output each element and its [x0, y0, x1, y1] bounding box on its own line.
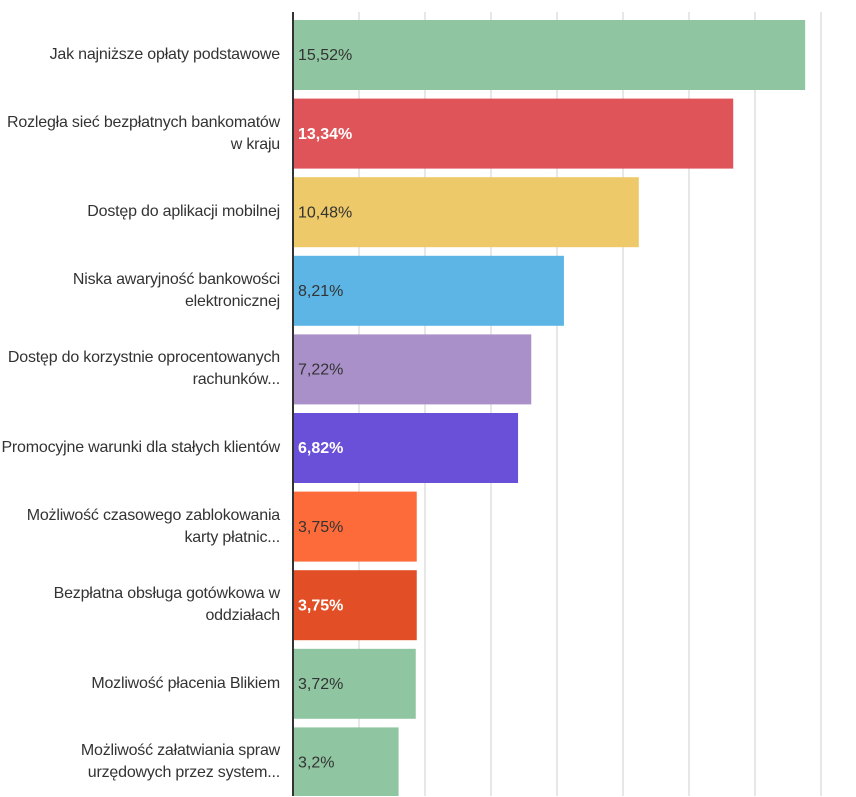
data-label: 7,22% — [298, 362, 343, 379]
category-label: Mozliwość płacenia Blikiem — [91, 674, 280, 692]
bar — [293, 20, 806, 90]
category-label: Promocyjne warunki dla stałych klientów — [1, 439, 280, 456]
category-label: Dostęp do korzystnie oprocentowanych rac… — [7, 349, 280, 389]
bar — [293, 570, 417, 641]
bar — [293, 648, 416, 719]
bar — [293, 413, 519, 483]
category-label: Niska awaryjność bankowości elektroniczn… — [72, 270, 280, 310]
data-label: 10,48% — [298, 204, 352, 221]
data-label: 3,75% — [298, 597, 343, 614]
data-label: 6,82% — [298, 440, 343, 457]
category-label: Dostęp do aplikacji mobilnej — [87, 203, 280, 221]
data-label: 3,2% — [298, 755, 334, 772]
category-label: Jak najniższe opłaty podstawowe — [49, 46, 281, 63]
bar — [293, 334, 532, 405]
bar — [293, 255, 564, 326]
data-label: 3,72% — [298, 676, 343, 693]
bar — [293, 491, 417, 562]
category-label: Możliwość załatwiania spraw urzędowych p… — [80, 742, 280, 782]
data-label: 15,52% — [298, 47, 352, 64]
category-label: Możliwość czasowego zablokowania karty p… — [26, 506, 280, 546]
data-label: 8,21% — [298, 283, 343, 300]
bar — [293, 177, 639, 248]
data-label: 3,75% — [298, 519, 343, 536]
bar — [293, 727, 399, 796]
bar — [293, 98, 734, 169]
category-label: Rozległa sieć bezpłatnych bankomatów w k… — [7, 113, 280, 153]
data-label: 13,34% — [298, 126, 352, 143]
category-label: Bezpłatna obsługa gotówkowa w oddziałach — [53, 585, 281, 625]
